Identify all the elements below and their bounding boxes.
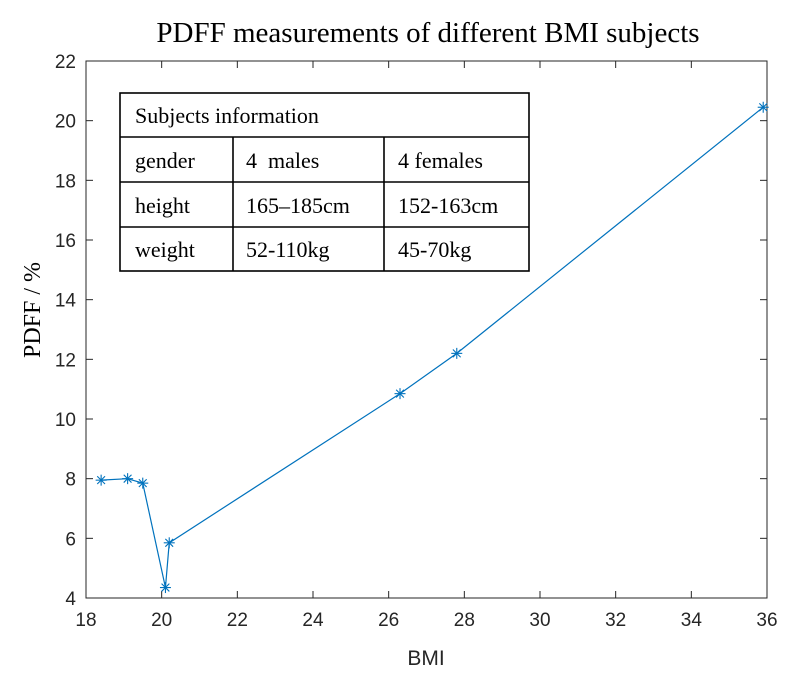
x-tick-label: 28 (454, 610, 475, 631)
y-tick-label: 14 (55, 291, 77, 312)
table-title: Subjects information (135, 103, 319, 128)
data-point-marker (122, 473, 134, 485)
data-point-marker (394, 388, 406, 400)
data-point-marker (757, 101, 769, 113)
x-tick-label: 24 (302, 610, 324, 631)
data-point-marker (137, 477, 149, 489)
table-cell: 45-70kg (398, 237, 471, 262)
table-cell: weight (135, 237, 195, 262)
y-tick-label: 22 (55, 52, 76, 73)
table-cell: height (135, 193, 190, 218)
y-tick-label: 18 (55, 171, 76, 192)
series-line (101, 106, 764, 588)
data-point-marker (163, 537, 175, 549)
y-axis-label: PDFF / % (20, 262, 46, 358)
x-tick-label: 20 (151, 610, 172, 631)
y-tick-label: 4 (65, 589, 76, 610)
x-tick-label: 36 (756, 610, 777, 631)
table-cell: 165–185cm (246, 193, 350, 218)
x-tick-label: 30 (529, 610, 550, 631)
table-cell: gender (135, 148, 196, 173)
x-tick-label: 18 (75, 610, 96, 631)
x-axis-label: BMI (407, 647, 444, 670)
data-series (95, 101, 769, 594)
data-point-marker (159, 582, 171, 594)
x-tick-label: 32 (605, 610, 626, 631)
table-cell: 4 females (398, 148, 483, 173)
data-point-marker (451, 347, 463, 359)
data-point-marker (95, 474, 107, 486)
table-cell: 52-110kg (246, 237, 330, 262)
y-tick-label: 16 (55, 231, 76, 252)
y-tick-label: 10 (55, 410, 76, 431)
x-tick-label: 34 (681, 610, 703, 631)
subjects-info-table: Subjects information gender 4 males 4 fe… (119, 92, 530, 272)
y-tick-label: 6 (65, 529, 76, 550)
y-tick-label: 8 (65, 470, 76, 491)
table-cell: 4 males (246, 148, 319, 173)
x-tick-label: 26 (378, 610, 399, 631)
y-tick-label: 12 (55, 350, 76, 371)
table-cell: 152-163cm (398, 193, 498, 218)
plot-area-frame (85, 60, 768, 599)
axis-ticks: 18 20 22 24 26 28 30 32 34 36 4 6 8 10 12 14 16 18 20 22 (55, 52, 778, 631)
y-tick-label: 20 (55, 112, 76, 133)
chart-title: PDFF measurements of different BMI subje… (156, 17, 699, 49)
x-tick-label: 22 (227, 610, 248, 631)
